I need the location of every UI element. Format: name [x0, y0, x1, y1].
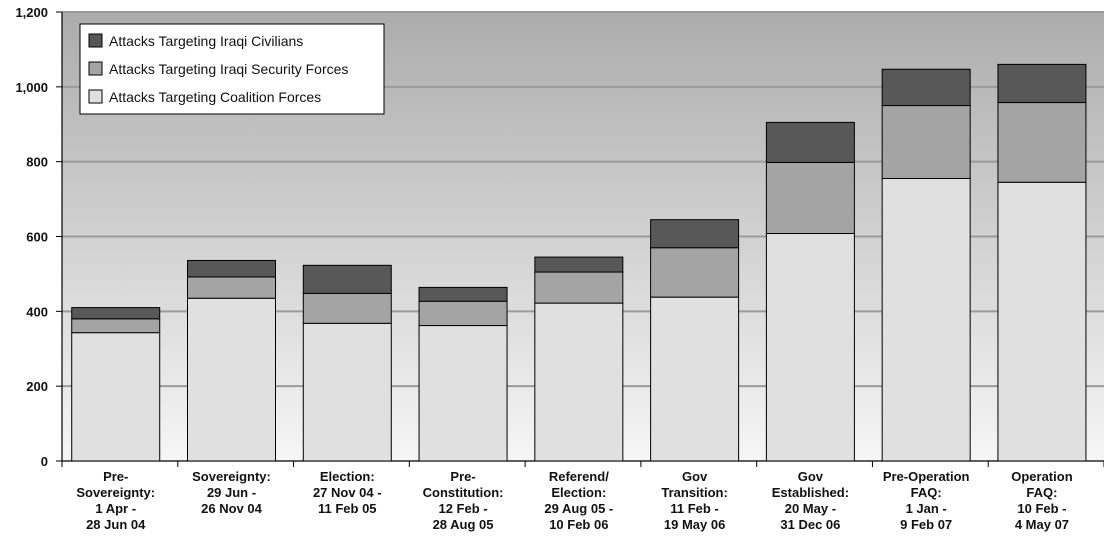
x-tick-label-line: 9 Feb 07 — [900, 517, 952, 532]
legend-label: Attacks Targeting Coalition Forces — [109, 89, 321, 105]
y-tick-label: 800 — [26, 155, 48, 170]
legend-label: Attacks Targeting Iraqi Security Forces — [109, 61, 348, 77]
x-tick-label: Gov Established: 20 May -31 Dec 06 — [772, 469, 849, 532]
legend-swatch — [88, 61, 103, 76]
bar-segment-civilians — [418, 286, 508, 302]
y-tick-label: 400 — [26, 304, 48, 319]
bar-segment-coalition — [534, 302, 624, 462]
bar-segment-coalition — [71, 332, 161, 462]
legend-box — [79, 23, 385, 115]
x-tick-label-line: Election: — [320, 469, 375, 484]
x-tick-label-line: Sovereignty: — [192, 469, 271, 484]
legend-label: Attacks Targeting Iraqi Civilians — [109, 33, 303, 49]
x-tick-label: Pre-Sovereignty: 1 Apr -28 Jun 04 — [76, 469, 155, 532]
legend-swatch — [88, 33, 103, 48]
bar-segment-coalition — [881, 178, 971, 462]
x-tick-label-line: Pre- — [450, 469, 475, 484]
bar-segment-coalition — [997, 181, 1087, 462]
x-tick-label-line: 10 Feb 06 — [549, 517, 608, 532]
x-tick-label-line: 4 May 07 — [1015, 517, 1069, 532]
y-tick-label: 1,200 — [15, 5, 48, 20]
x-tick-label-line: Gov — [682, 469, 708, 484]
x-tick-label-line: 11 Feb 05 — [318, 501, 377, 516]
bar-segment-coalition — [187, 297, 276, 462]
x-tick-label-line: Sovereignty: — [76, 485, 155, 500]
bar-segment-civilians — [71, 307, 161, 320]
x-tick-label-line: 12 Feb - — [438, 501, 487, 516]
bar-segment-security — [302, 292, 392, 324]
x-tick-label: Election: 27 Nov 04 -11 Feb 05 — [313, 469, 382, 516]
x-tick-label-line: 11 Feb - — [670, 501, 718, 516]
x-tick-label-line: FAQ: — [1026, 485, 1057, 500]
x-tick-label-line: 28 Jun 04 — [86, 517, 146, 532]
x-tick-label-line: Established: — [772, 485, 849, 500]
bar-segment-civilians — [881, 68, 971, 107]
x-tick-label: Gov Transition: 11 Feb -19 May 06 — [661, 469, 727, 532]
bar-segment-security — [765, 161, 855, 235]
x-tick-label-line: Referend/ — [549, 469, 609, 484]
bar-segment-coalition — [302, 322, 392, 462]
x-tick-label-line: Pre-Operation — [883, 469, 970, 484]
bar-segment-civilians — [650, 219, 740, 249]
y-tick-label: 600 — [26, 230, 48, 245]
bar-segment-coalition — [418, 325, 508, 462]
x-tick-label-line: 29 Aug 05 - — [544, 501, 613, 516]
bar-segment-security — [187, 276, 276, 299]
bar-segment-civilians — [765, 121, 855, 163]
y-tick-label: 0 — [41, 454, 48, 469]
x-tick-label-line: 26 Nov 04 — [201, 501, 262, 516]
x-tick-label: Pre-Constitution: 12 Feb -28 Aug 05 — [423, 469, 504, 532]
x-tick-label-line: 19 May 06 — [664, 517, 725, 532]
x-tick-label: Operation FAQ: 10 Feb -4 May 07 — [1011, 469, 1072, 532]
bar-segment-security — [534, 271, 624, 304]
bar-segment-security — [650, 247, 740, 298]
x-tick-label-line: 20 May - — [785, 501, 836, 516]
x-tick-label-line: Transition: — [661, 485, 727, 500]
bar-segment-security — [418, 300, 508, 327]
x-tick-label-line: FAQ: — [911, 485, 942, 500]
y-tick-label: 1,000 — [15, 80, 48, 95]
legend-swatch — [88, 89, 103, 104]
x-tick-label-line: 31 Dec 06 — [780, 517, 840, 532]
x-tick-label-line: 1 Apr - — [95, 501, 136, 516]
x-tick-label-line: Gov — [798, 469, 824, 484]
bar-segment-civilians — [534, 256, 624, 273]
x-tick-label-line: 28 Aug 05 — [433, 517, 494, 532]
bar-segment-security — [997, 102, 1087, 183]
x-tick-label: Sovereignty: 29 Jun -26 Nov 04 — [192, 469, 271, 516]
bar-segment-civilians — [187, 259, 276, 278]
x-tick-label-line: 10 Feb - — [1017, 501, 1066, 516]
bar-segment-coalition — [765, 233, 855, 462]
x-tick-label-line: Election: — [551, 485, 606, 500]
bar-segment-civilians — [302, 264, 392, 294]
x-tick-label-line: 29 Jun - — [207, 485, 256, 500]
bar-segment-coalition — [650, 296, 740, 462]
x-tick-label-line: Pre- — [103, 469, 128, 484]
bar-segment-security — [71, 318, 161, 334]
x-tick-label-line: Operation — [1011, 469, 1072, 484]
x-tick-label-line: Constitution: — [423, 485, 504, 500]
x-tick-label-line: 1 Jan - — [906, 501, 947, 516]
bar-segment-civilians — [997, 63, 1087, 104]
bar-segment-security — [881, 105, 971, 180]
y-tick-label: 200 — [26, 379, 48, 394]
x-tick-label: Referend/Election: 29 Aug 05 -10 Feb 06 — [544, 469, 613, 532]
x-tick-label-line: 27 Nov 04 - — [313, 485, 382, 500]
x-tick-label: Pre-Operation FAQ: 1 Jan -9 Feb 07 — [883, 469, 970, 532]
